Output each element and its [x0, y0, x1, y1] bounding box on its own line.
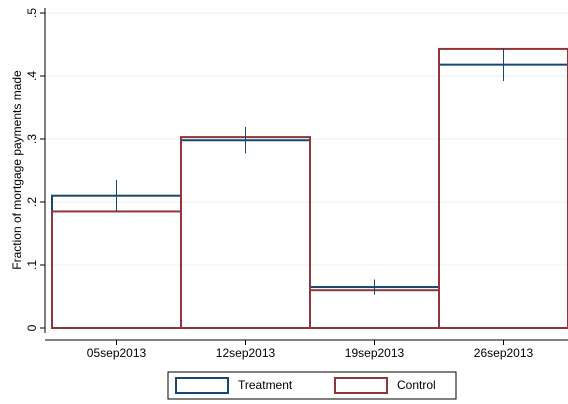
- bar: [309, 289, 440, 330]
- y-tick-label: .2: [25, 197, 39, 207]
- x-tick-label: 26sep2013: [474, 346, 534, 360]
- legend-swatch: [334, 377, 388, 394]
- y-tick-label: .3: [25, 134, 39, 144]
- bar: [51, 210, 182, 329]
- legend-label: Treatment: [238, 378, 293, 392]
- bar: [438, 47, 568, 329]
- legend: [167, 371, 457, 400]
- y-tick-label: .5: [25, 8, 39, 18]
- bar: [438, 63, 568, 329]
- y-tick-label: .4: [25, 71, 39, 81]
- y-axis-label: Fraction of mortgage payments made: [10, 70, 24, 270]
- bar: [51, 194, 182, 329]
- x-tick-label: 05sep2013: [87, 346, 147, 360]
- x-tick-label: 12sep2013: [216, 346, 276, 360]
- legend-swatch: [175, 377, 229, 394]
- x-tick-label: 19sep2013: [345, 346, 405, 360]
- y-tick-label: .1: [25, 260, 39, 270]
- bar: [180, 139, 311, 329]
- legend-label: Control: [397, 378, 436, 392]
- bar: [180, 136, 311, 329]
- y-tick-label: 0: [25, 324, 39, 331]
